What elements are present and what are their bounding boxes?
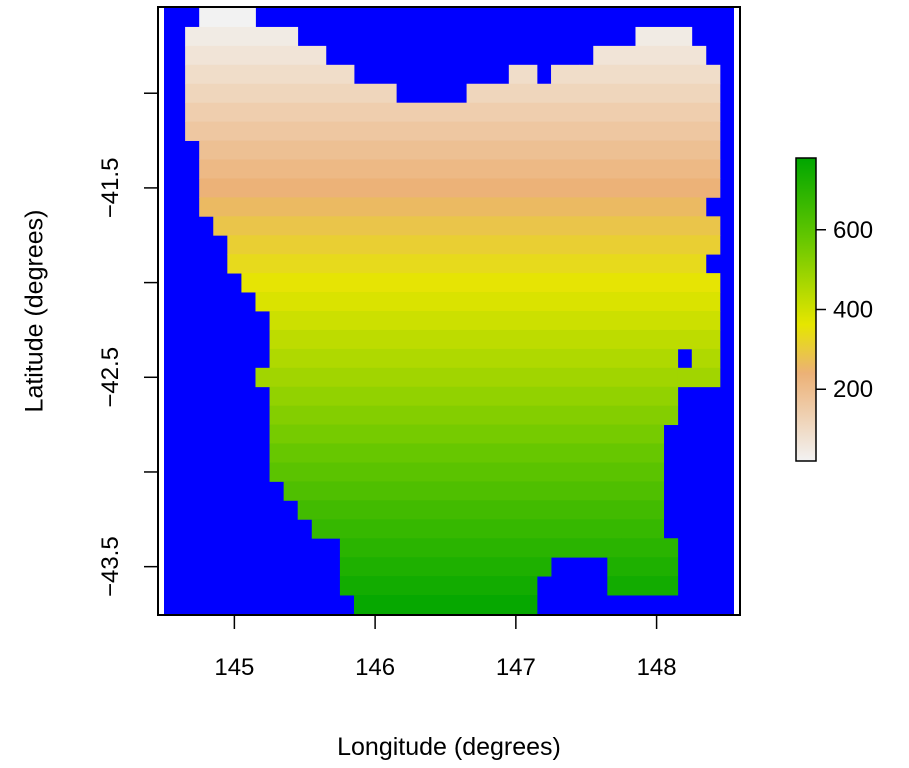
land-cell-row — [691, 329, 721, 350]
plot-region — [157, 6, 741, 616]
land-cell-row — [185, 64, 355, 85]
land-cell-row — [269, 405, 679, 426]
colorbar-tick-label: 400 — [833, 297, 873, 324]
land-cell-row — [691, 348, 721, 369]
y-tick-label: −43.5 — [97, 536, 124, 597]
land-cell-row — [199, 8, 256, 28]
y-tick-label: −42.5 — [97, 347, 124, 408]
x-tick-label: 147 — [496, 654, 536, 681]
land-cell-row — [269, 386, 679, 407]
colorbar-legend: 200 400 600 — [795, 157, 873, 462]
land-cell-row — [255, 292, 721, 312]
land-cell-row — [185, 45, 327, 66]
land-cell-row — [199, 178, 721, 198]
land-cell-row — [593, 45, 707, 66]
land-cell-row — [241, 273, 721, 293]
x-axis: 145 146 147 148 — [214, 614, 677, 681]
land-cell-row — [199, 159, 721, 179]
land-cell-row — [185, 121, 721, 141]
x-tick-label: 145 — [214, 654, 254, 681]
land-cell-row — [354, 595, 538, 615]
land-cell-row — [269, 462, 665, 482]
land-cell-row — [269, 424, 665, 444]
land-cell-row — [339, 576, 538, 596]
land-cell-row — [255, 367, 679, 388]
land-cell-row — [269, 329, 693, 350]
land-cell-row — [227, 235, 721, 255]
land-cell-row — [199, 197, 707, 217]
land-cell-row — [621, 538, 679, 558]
colorbar-gradient — [796, 158, 816, 461]
land-cells — [185, 8, 721, 615]
land-cell-row — [677, 367, 721, 388]
y-axis-title: Latitude (degrees) — [21, 210, 49, 413]
land-cell-row — [635, 26, 693, 47]
land-cell-row — [269, 311, 721, 331]
land-cell-row — [213, 216, 721, 236]
land-cell-row — [269, 443, 665, 463]
land-cell-row — [297, 500, 665, 520]
x-tick-label: 148 — [637, 654, 677, 681]
land-cell-row — [607, 557, 679, 577]
x-axis-title: Longitude (degrees) — [337, 733, 561, 761]
land-cell-row — [339, 557, 552, 577]
y-tick-label: −41.5 — [97, 158, 124, 219]
land-cell-row — [269, 348, 679, 369]
land-cell-row — [185, 26, 299, 47]
colorbar-tick-label: 600 — [833, 217, 873, 244]
land-cell-row — [185, 102, 721, 123]
land-cell-row — [199, 140, 721, 160]
land-cell-row — [579, 64, 721, 85]
x-tick-label: 146 — [355, 654, 395, 681]
land-cell-row — [339, 538, 622, 558]
land-cell-row — [185, 83, 397, 104]
land-cell-row — [607, 576, 679, 596]
colorbar-ticks: 200 400 600 — [816, 217, 873, 403]
y-axis: −41.5 −42.5 −43.5 — [97, 92, 159, 597]
land-cell-row — [227, 254, 707, 274]
colorbar-tick-label: 200 — [833, 376, 873, 403]
land-cell-row — [551, 64, 580, 85]
land-cell-row — [508, 64, 538, 85]
land-cell-row — [311, 519, 665, 539]
land-cell-row — [466, 83, 721, 104]
land-cell-row — [283, 481, 665, 501]
